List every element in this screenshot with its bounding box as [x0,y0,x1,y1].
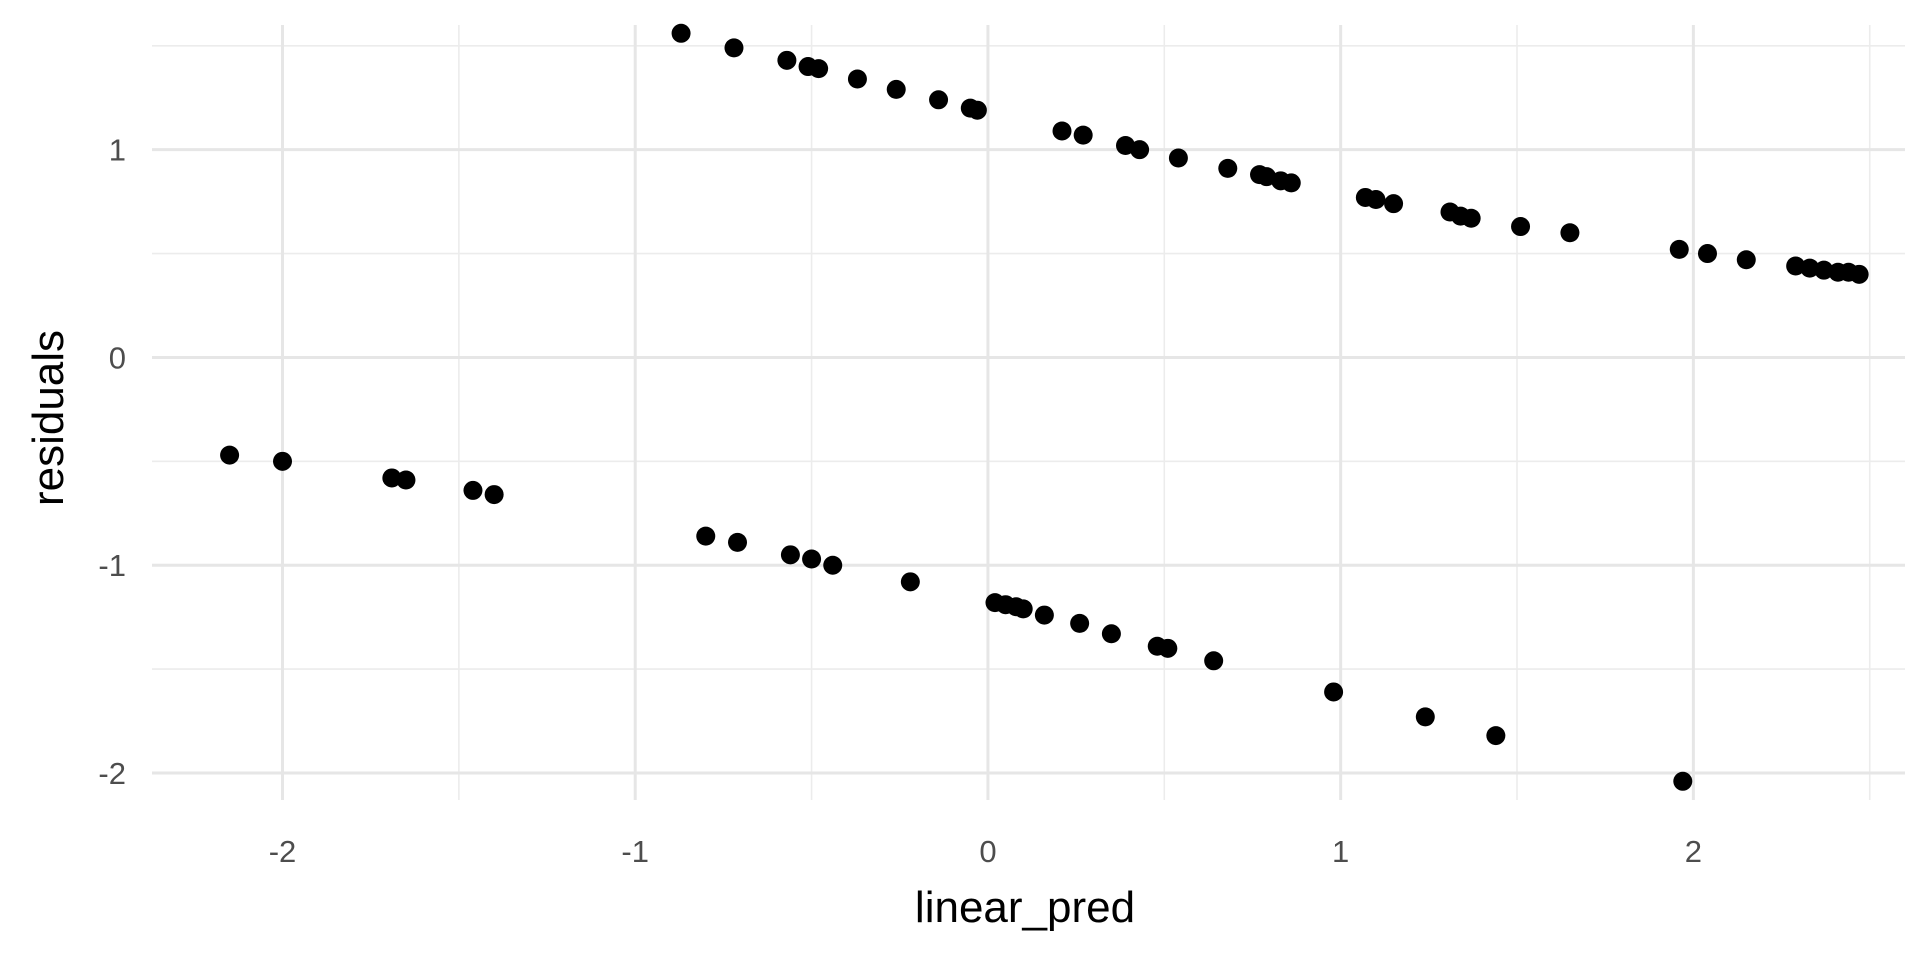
data-points [220,23,1869,791]
data-point [1786,256,1806,276]
data-point [1324,682,1344,702]
data-point [777,50,797,70]
data-point [1814,260,1834,280]
data-point [484,485,504,505]
data-point [847,69,867,89]
x-tick-label: -1 [621,834,649,869]
data-point [1669,239,1689,259]
data-point [1736,250,1756,270]
y-tick-label: -1 [98,548,126,583]
data-point [1013,599,1033,619]
y-tick-label: -2 [98,756,126,791]
data-point [1158,638,1178,658]
data-point [802,549,822,569]
data-point [809,59,829,79]
x-tick-label: 0 [979,834,996,869]
data-point [1101,624,1121,644]
data-point [1511,217,1531,237]
data-point [1415,707,1435,727]
x-tick-label: -2 [269,834,297,869]
data-point [671,23,691,43]
data-point [823,555,843,575]
data-point [1052,121,1072,141]
x-tick-label: 1 [1332,834,1349,869]
data-point [1384,194,1404,214]
data-point [900,572,920,592]
data-point [1281,173,1301,193]
data-point [396,470,416,490]
data-point [382,468,402,488]
data-point [1673,771,1693,791]
x-axis-tick-labels: -2 -1 0 1 2 [269,834,1702,869]
data-point [1168,148,1188,168]
y-axis-title: residuals [24,330,73,506]
data-point [1800,258,1820,278]
y-tick-label: 0 [109,340,126,375]
x-tick-label: 2 [1685,834,1702,869]
data-point [1218,158,1238,178]
data-point [1073,125,1093,145]
data-point [1204,651,1224,671]
data-point [1130,140,1150,160]
grid [152,25,1905,800]
y-axis-tick-labels: -2 -1 0 1 [98,133,126,791]
data-point [929,90,949,110]
data-point [1034,605,1054,625]
data-point [728,532,748,552]
data-point [724,38,744,58]
data-point [1849,264,1869,284]
data-point [273,451,293,471]
y-tick-label: 1 [109,133,126,168]
data-point [886,79,906,99]
data-point [463,480,483,500]
data-point [780,545,800,565]
data-point [1697,244,1717,264]
data-point [1560,223,1580,243]
data-point [1486,726,1506,746]
data-point [1461,208,1481,228]
data-point [1366,190,1386,210]
data-point [1070,613,1090,633]
data-point [967,100,987,120]
data-point [220,445,240,465]
x-axis-title: linear_pred [915,883,1135,932]
data-point [696,526,716,546]
